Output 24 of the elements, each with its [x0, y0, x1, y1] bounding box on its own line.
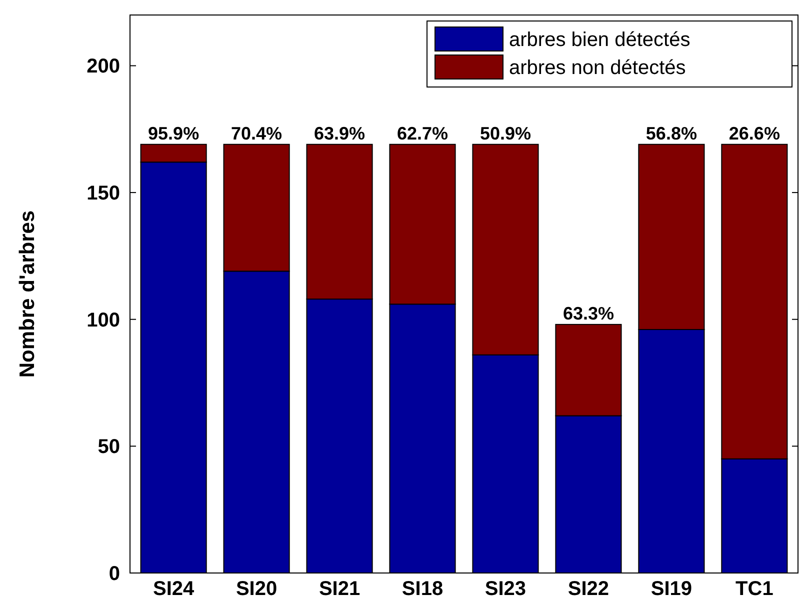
x-tick-label: SI19 — [650, 578, 692, 600]
annotation: 63.3% — [562, 303, 614, 324]
legend-label: arbres non détectés — [509, 57, 686, 79]
x-tick-label: SI24 — [152, 578, 196, 600]
y-tick-label: 150 — [86, 182, 120, 205]
x-tick-label: SI21 — [318, 578, 360, 600]
y-tick-label: 200 — [86, 56, 120, 78]
annotation: 50.9% — [480, 123, 532, 144]
x-tick-label: SI18 — [402, 578, 444, 600]
x-tick-label: SI23 — [484, 578, 526, 600]
annotation: 26.6% — [728, 123, 780, 144]
legend-label: arbres bien détectés — [509, 29, 690, 51]
y-axis-title: Nombre d'arbres — [16, 210, 39, 378]
annotation: 70.4% — [231, 123, 282, 144]
annotation: 56.8% — [646, 123, 697, 144]
annotation: 63.9% — [314, 123, 366, 144]
x-tick-label: TC1 — [736, 578, 774, 600]
annotation: 95.9% — [148, 123, 200, 144]
x-tick-label: SI20 — [236, 578, 278, 600]
y-tick-label: 100 — [86, 309, 120, 332]
y-tick-label: 0 — [108, 563, 120, 585]
annotation: 62.7% — [396, 123, 448, 144]
x-tick-label: SI22 — [568, 578, 610, 600]
y-tick-label: 50 — [98, 436, 120, 458]
